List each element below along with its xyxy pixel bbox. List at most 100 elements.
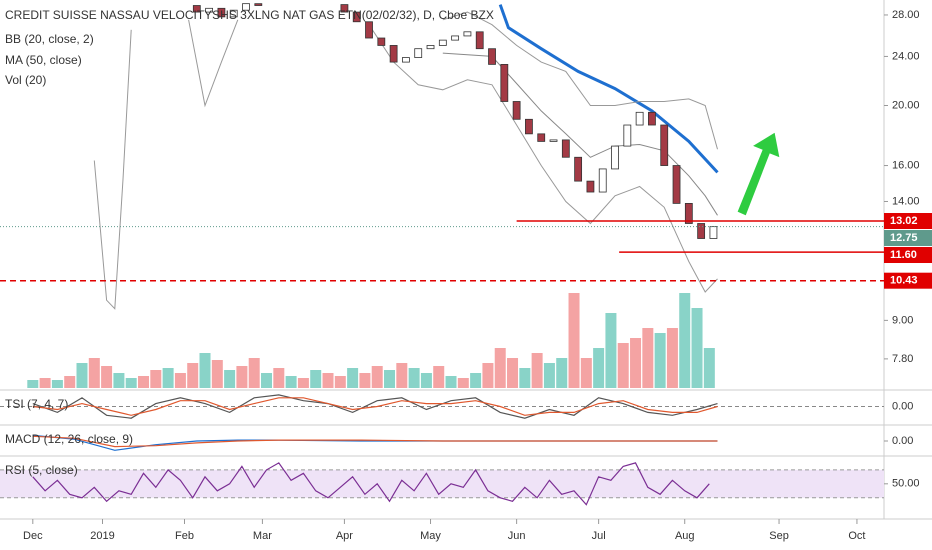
y-tick-label: 28.00 bbox=[892, 9, 920, 21]
level-box bbox=[884, 247, 932, 264]
candle-body bbox=[451, 35, 460, 41]
volume-bar bbox=[408, 368, 420, 388]
volume-bar bbox=[261, 373, 273, 388]
volume-bar bbox=[138, 376, 150, 388]
indicator-label: BB (20, close, 2) bbox=[5, 32, 94, 46]
volume-bar bbox=[224, 370, 236, 388]
y-tick-label: 14.00 bbox=[892, 195, 920, 207]
green-arrow bbox=[736, 131, 781, 217]
y-tick-label: 50.00 bbox=[892, 478, 920, 490]
x-tick-label: May bbox=[420, 530, 441, 542]
volume-bar bbox=[199, 353, 211, 388]
volume-bar bbox=[457, 378, 469, 388]
volume-bar bbox=[531, 353, 543, 388]
volume-bar bbox=[88, 358, 100, 388]
volume-bar bbox=[605, 313, 617, 388]
volume-bar bbox=[507, 358, 519, 388]
level-box bbox=[884, 272, 932, 289]
volume-bar bbox=[248, 358, 260, 388]
candle-body bbox=[438, 39, 447, 46]
volume-bar bbox=[310, 370, 322, 388]
candle-body bbox=[229, 9, 238, 18]
volume-bar bbox=[187, 363, 199, 388]
volume-bar bbox=[679, 293, 691, 388]
x-tick-label: Oct bbox=[848, 530, 865, 542]
volume-bar bbox=[691, 308, 703, 388]
pane-line bbox=[32, 394, 718, 419]
candle-body bbox=[549, 139, 558, 142]
candle-body bbox=[512, 101, 521, 120]
candle-body bbox=[254, 3, 263, 6]
candle-body bbox=[561, 139, 570, 158]
candle-body bbox=[217, 7, 226, 18]
x-tick-label: Jun bbox=[508, 530, 526, 542]
volume-bar bbox=[334, 376, 346, 388]
y-tick-label: 7.80 bbox=[892, 353, 913, 365]
pane-line bbox=[32, 435, 718, 448]
x-tick-label: Apr bbox=[336, 530, 353, 542]
volume-bar bbox=[482, 363, 494, 388]
volume-bar bbox=[433, 366, 445, 388]
volume-bar bbox=[642, 328, 654, 388]
pane-label: TSI (7, 4, 7) bbox=[5, 397, 68, 411]
indicator-line bbox=[93, 19, 718, 310]
indicator-label: Vol (20) bbox=[5, 73, 46, 87]
volume-bar bbox=[236, 366, 248, 388]
volume-bar bbox=[470, 373, 482, 388]
volume-bar bbox=[113, 373, 125, 388]
volume-bar bbox=[211, 360, 223, 388]
volume-bar bbox=[162, 368, 174, 388]
volume-bar bbox=[543, 363, 555, 388]
volume-bar bbox=[580, 358, 592, 388]
volume-bar bbox=[285, 376, 297, 388]
volume-bar bbox=[420, 373, 432, 388]
x-tick-label: Sep bbox=[769, 530, 789, 542]
y-tick-label: 9.00 bbox=[892, 314, 913, 326]
x-tick-label: Jul bbox=[592, 530, 606, 542]
pane-line bbox=[32, 462, 710, 506]
volume-bar bbox=[64, 376, 76, 388]
candle-body bbox=[414, 48, 423, 58]
volume-bar bbox=[51, 380, 63, 388]
candle-body bbox=[672, 165, 681, 204]
x-tick-label: Feb bbox=[175, 530, 194, 542]
candle-body bbox=[586, 180, 595, 193]
indicator-line bbox=[442, 52, 718, 216]
candle-body bbox=[660, 124, 669, 166]
candle-body bbox=[192, 5, 201, 13]
volume-bar bbox=[654, 333, 666, 388]
candle-body bbox=[242, 3, 250, 11]
candle-body bbox=[648, 111, 656, 126]
volume-bar bbox=[384, 370, 396, 388]
volume-bar bbox=[630, 338, 642, 388]
candle-body bbox=[426, 45, 435, 50]
candle-body bbox=[389, 45, 398, 63]
y-tick-label: 24.00 bbox=[892, 50, 920, 62]
volume-bar bbox=[101, 366, 113, 388]
y-tick-label: 0.00 bbox=[892, 435, 913, 447]
x-tick-label: 2019 bbox=[90, 530, 114, 542]
candle-body bbox=[623, 124, 632, 147]
volume-bar bbox=[150, 370, 162, 388]
chart-title: CREDIT SUISSE NASSAU VELOCITYSHS 3XLNG N… bbox=[5, 8, 494, 22]
x-tick-label: Mar bbox=[253, 530, 272, 542]
volume-bar bbox=[445, 376, 457, 388]
volume-bar bbox=[396, 363, 408, 388]
candle-body bbox=[635, 111, 644, 126]
volume-bar bbox=[174, 373, 186, 388]
pane-label: RSI (5, close) bbox=[5, 463, 78, 477]
indicator-line bbox=[442, 11, 718, 150]
candle-body bbox=[463, 31, 472, 37]
candle-body bbox=[525, 118, 533, 135]
y-tick-label: 16.00 bbox=[892, 159, 920, 171]
candle-body bbox=[697, 223, 706, 239]
y-tick-label: 20.00 bbox=[892, 99, 920, 111]
pane-label: MACD (12, 26, close, 9) bbox=[5, 432, 133, 446]
candle-body bbox=[475, 31, 484, 50]
volume-bar bbox=[27, 380, 39, 388]
candle-body bbox=[365, 21, 373, 39]
volume-bar bbox=[519, 368, 531, 388]
candle-body bbox=[537, 133, 546, 142]
volume-bar bbox=[297, 378, 309, 388]
